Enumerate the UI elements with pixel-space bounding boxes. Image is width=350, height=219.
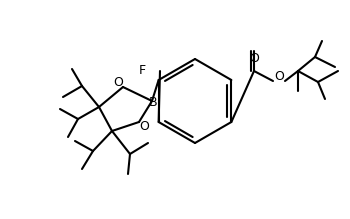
Text: F: F [139, 65, 146, 78]
Text: O: O [249, 53, 259, 65]
Text: B: B [149, 95, 157, 108]
Text: O: O [139, 120, 149, 132]
Text: O: O [274, 71, 284, 83]
Text: O: O [113, 76, 123, 90]
